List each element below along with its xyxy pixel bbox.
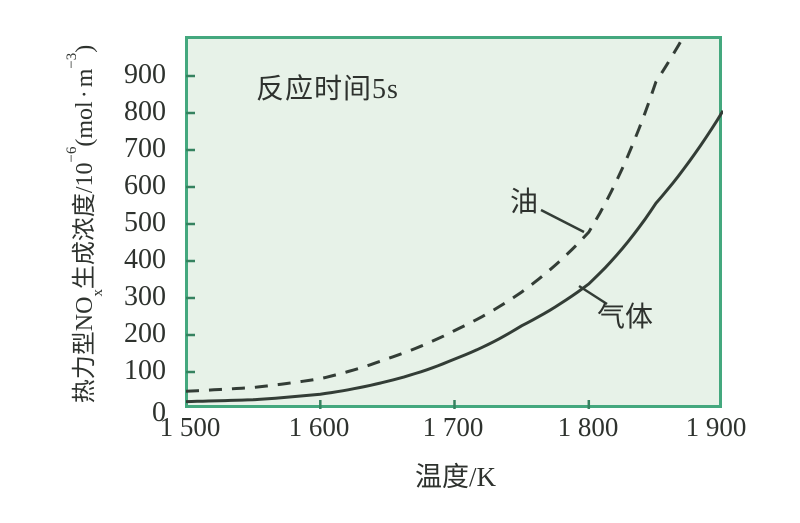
gas-label-leader-line — [578, 284, 608, 306]
reaction-time-annotation: 反应时间5s — [256, 74, 399, 105]
y-tick-label-900: 900 — [124, 59, 166, 90]
x-tick-label-1900: 1 900 — [685, 412, 747, 442]
x-tick-label-1700: 1 700 — [422, 412, 484, 442]
gas-curve-label: 气体 — [597, 302, 654, 333]
x-tick-label-1800: 1 800 — [557, 412, 619, 442]
x-tick-label-1600: 1 600 — [288, 412, 350, 442]
gas-curve — [186, 110, 723, 404]
x-axis-title: 温度/K — [415, 462, 496, 492]
y-tick-label-200: 200 — [124, 318, 166, 349]
y-axis-title-middot: · — [72, 90, 98, 99]
plot-canvas — [186, 37, 723, 409]
oil-curve — [186, 37, 685, 393]
axis-tick-marks — [186, 74, 591, 409]
y-tick-label-0: 0 — [152, 397, 166, 428]
y-tick-label-800: 800 — [124, 96, 166, 127]
y-axis-title-part1: 热力型NO — [72, 296, 98, 404]
y-tick-label-700: 700 — [124, 133, 166, 164]
y-axis-title-part2: 生成浓度/10 — [72, 162, 98, 290]
y-axis-title-unit-open: (mol — [72, 101, 98, 147]
x-tick-label-1500: 1 500 — [159, 412, 221, 442]
oil-label-leader-line — [540, 208, 585, 234]
plot-area: 反应时间5s 油 气体 — [185, 36, 723, 409]
y-tick-label-100: 100 — [124, 355, 166, 386]
y-tick-label-400: 400 — [124, 244, 166, 275]
y-axis-title-unit-close: ) — [72, 44, 98, 53]
oil-curve-label: 油 — [510, 187, 539, 218]
y-axis-title-exp: −6 — [64, 146, 81, 163]
y-tick-label-600: 600 — [124, 170, 166, 201]
y-axis-title-unit-exp: −3 — [64, 52, 81, 69]
y-tick-label-500: 500 — [124, 207, 166, 238]
y-tick-label-300: 300 — [124, 281, 166, 312]
y-axis-title-unit-m: m — [72, 68, 98, 88]
